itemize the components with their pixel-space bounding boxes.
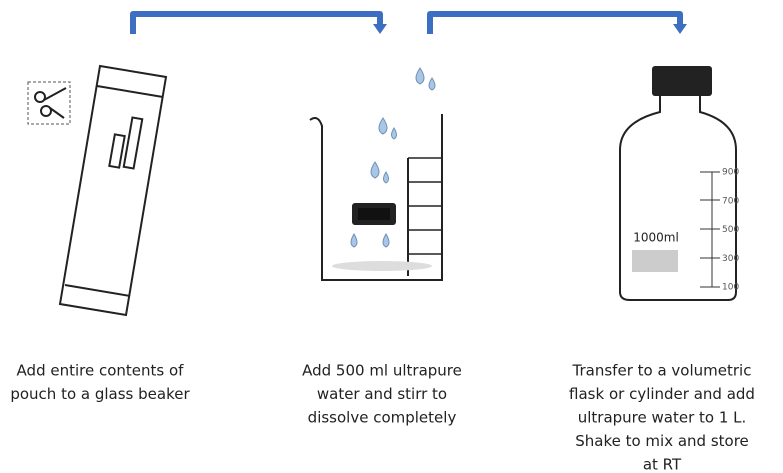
step-caption: pouch to a glass beaker [10, 385, 190, 403]
step-caption: ultrapure water to 1 L. [578, 409, 747, 427]
scale-label: 900 [722, 168, 739, 178]
step-caption: Add 500 ml ultrapure [302, 362, 462, 380]
captions: Add entire contents of pouch to a glass b… [10, 362, 755, 473]
arrowhead-1 [373, 24, 387, 34]
bottle-icon [620, 66, 736, 300]
scale-label: 500 [722, 225, 739, 235]
protocol-diagram: 1000ml 900 700 500 300 100 Add entire conten… [0, 0, 783, 473]
bottle-label: 1000ml [633, 231, 679, 245]
scale-label: 100 [722, 283, 739, 293]
step-caption: Add entire contents of [17, 362, 185, 380]
pouch-icon [28, 66, 166, 315]
arrow-1 [133, 14, 380, 34]
step-caption: flask or cylinder and add [569, 385, 755, 403]
scale-label: 700 [722, 196, 739, 206]
step-caption: Shake to mix and store [575, 432, 749, 450]
arrow-2 [430, 14, 680, 34]
arrows [133, 14, 680, 34]
step-caption: at RT [643, 456, 682, 473]
scale-label: 300 [722, 254, 739, 264]
arrowhead-2 [673, 24, 687, 34]
beaker-icon [310, 68, 442, 280]
step-caption: water and stirr to [317, 385, 447, 403]
step-caption: dissolve completely [308, 409, 457, 427]
step-caption: Transfer to a volumetric [572, 362, 752, 380]
